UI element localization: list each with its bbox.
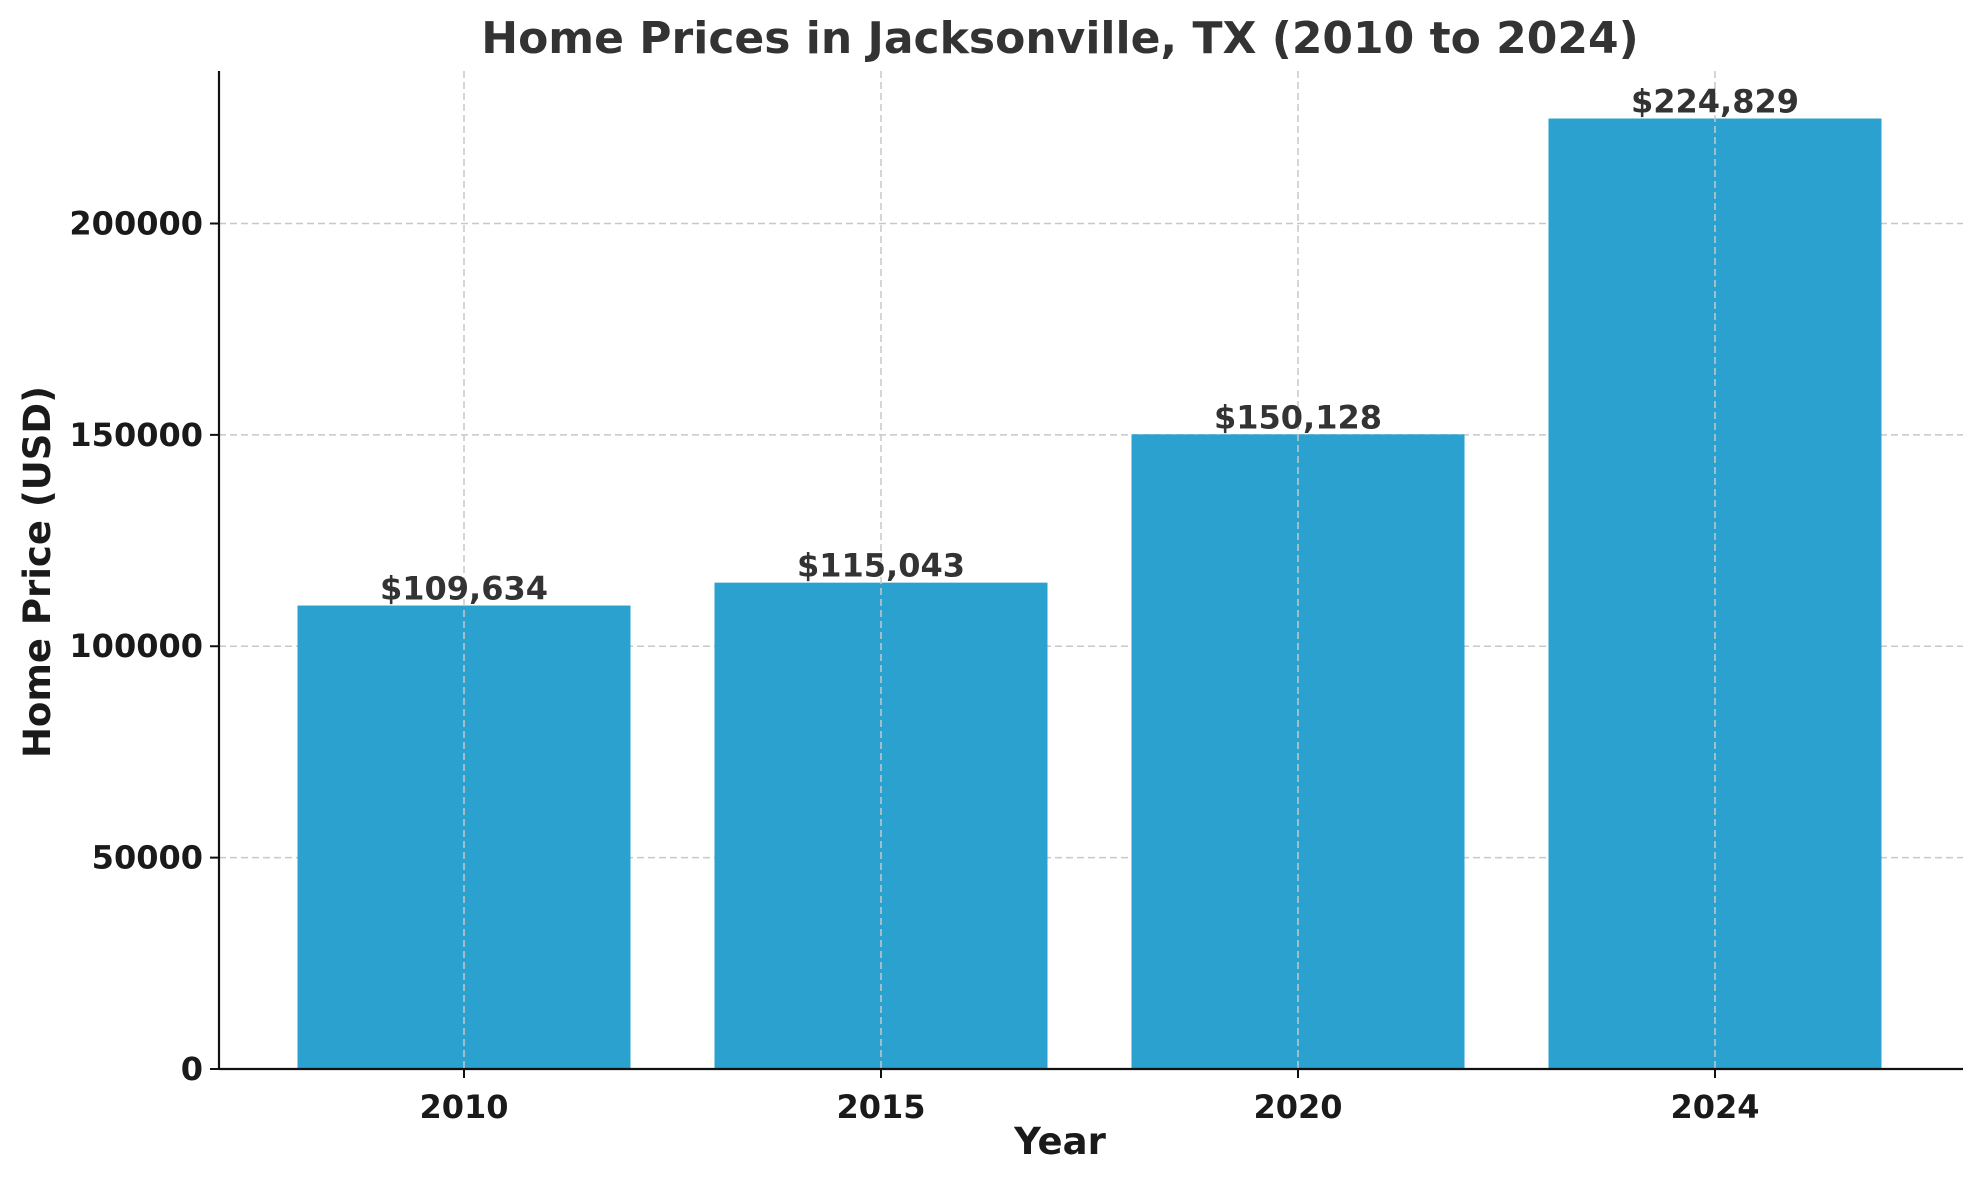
axes: 0 50000 100000 150000 200000 2010 2015 2020 2024 (69, 71, 1963, 1126)
data-label: $109,634 (380, 570, 548, 608)
y-tick-label: 150000 (69, 416, 203, 454)
y-tick-label: 50000 (92, 839, 203, 877)
y-tick-label: 200000 (69, 204, 203, 242)
vertical-gridlines (463, 71, 1716, 1069)
x-tick-label: 2020 (1253, 1088, 1342, 1126)
x-tick-label: 2015 (836, 1088, 925, 1126)
chart-title: Home Prices in Jacksonville, TX (2010 to… (481, 13, 1639, 64)
y-tick-label: 100000 (69, 627, 203, 665)
x-tick-label: 2010 (419, 1088, 508, 1126)
x-axis-label: Year (1013, 1120, 1106, 1163)
y-tick-label: 0 (181, 1050, 203, 1088)
data-label: $150,128 (1214, 398, 1382, 436)
data-label: $115,043 (797, 547, 965, 585)
data-label: $224,829 (1631, 83, 1799, 121)
y-axis-label: Home Price (USD) (16, 386, 59, 758)
data-labels: $109,634 $115,043 $150,128 $224,829 (380, 83, 1799, 608)
x-tick-label: 2024 (1670, 1088, 1759, 1126)
